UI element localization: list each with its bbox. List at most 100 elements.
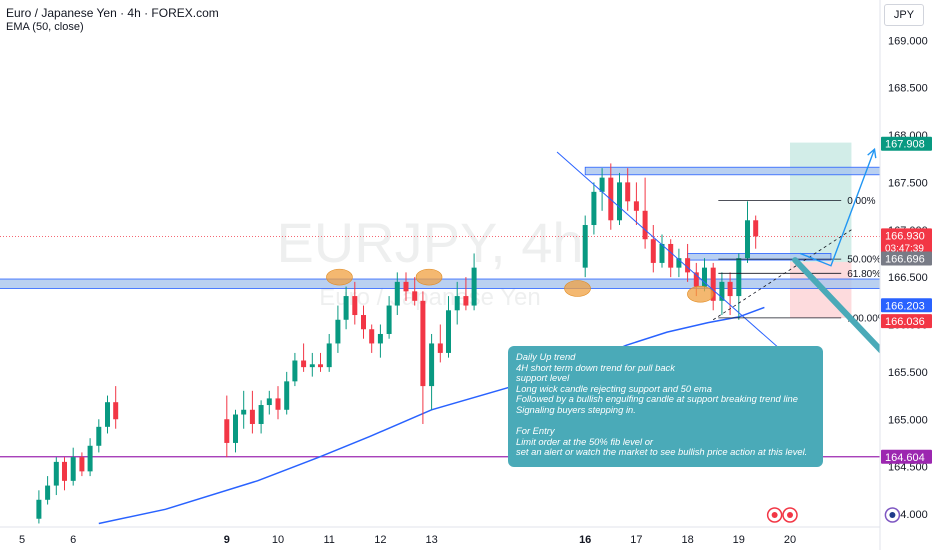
candle-body	[625, 182, 631, 202]
price-label-bg	[881, 251, 932, 266]
price-label-text: 166.203	[885, 300, 925, 312]
candle-body	[420, 300, 426, 387]
candle-body	[403, 281, 409, 292]
indicator-label[interactable]: EMA (50, close)	[6, 21, 84, 33]
annotation-line-7: For Entry	[516, 425, 555, 437]
candle-body	[45, 485, 51, 500]
x-tick-3: 10	[272, 534, 284, 546]
candle-body	[719, 281, 725, 301]
annotation-line-9: set an alert or watch the market to see …	[516, 446, 808, 458]
y-tick-1: 164.500	[888, 462, 928, 474]
candle-46	[633, 182, 639, 226]
candle-58	[736, 253, 742, 320]
x-tick-9: 18	[681, 534, 693, 546]
price-label-2: 166.696	[881, 251, 932, 266]
candle-7	[96, 419, 102, 453]
x-tick-8: 17	[630, 534, 642, 546]
candle-body	[275, 398, 281, 410]
candle-57	[727, 272, 733, 316]
candle-2	[53, 457, 59, 496]
candle-body	[70, 457, 76, 481]
countdown-text: 03:47:39	[885, 243, 924, 254]
candle-body	[412, 291, 418, 301]
candle-5	[79, 452, 85, 477]
price-label-4: 166.036	[881, 314, 932, 329]
y-tick-9: 168.500	[888, 83, 928, 95]
candle-body	[317, 364, 323, 368]
candle-body	[369, 329, 375, 344]
x-tick-7: 16	[579, 534, 591, 546]
event-icon-0[interactable]	[766, 507, 783, 523]
candle-body	[343, 296, 349, 320]
candle-28	[377, 324, 383, 358]
candle-15	[266, 390, 272, 415]
x-tick-11: 20	[784, 534, 796, 546]
candle-14	[258, 400, 264, 434]
candle-42	[599, 168, 605, 211]
candle-47	[642, 177, 648, 249]
candle-10	[224, 395, 230, 458]
price-label-text: 167.908	[885, 139, 925, 151]
candle-body	[668, 243, 674, 268]
candle-body	[309, 364, 315, 368]
candle-body	[87, 445, 93, 472]
candle-1	[45, 476, 51, 505]
candle-25	[352, 281, 358, 325]
candle-9	[113, 386, 119, 429]
candle-45	[625, 168, 631, 211]
annotation-pointer	[792, 257, 880, 354]
event-icon-2[interactable]	[884, 507, 901, 523]
price-label-0: 167.908	[881, 136, 932, 151]
candle-39	[471, 253, 477, 311]
candle-body	[437, 343, 443, 353]
projection-arrow	[799, 148, 876, 267]
price-label-text: 166.930	[885, 230, 925, 242]
currency-button[interactable]: JPY	[884, 4, 924, 26]
candle-body	[36, 499, 42, 519]
price-label-5: 164.604	[881, 449, 932, 464]
price-label-text: 166.036	[885, 316, 925, 328]
candle-body	[701, 267, 707, 287]
x-tick-2: 9	[224, 534, 230, 546]
x-tick-1: 6	[70, 534, 76, 546]
candle-38	[463, 277, 469, 311]
price-label-bg	[881, 136, 932, 151]
event-icon-1[interactable]	[782, 507, 798, 523]
candle-body	[659, 243, 665, 263]
candle-body	[284, 381, 290, 410]
candle-body	[301, 360, 307, 368]
annotation-line-6	[516, 416, 815, 427]
candle-body	[113, 402, 119, 420]
annotation-line-8: Limit order at the 50% fib level or	[516, 435, 654, 447]
candle-body	[736, 258, 742, 297]
candle-31	[403, 272, 409, 301]
candle-body	[454, 296, 460, 311]
y-tick-2: 165.000	[888, 414, 928, 426]
candle-body	[642, 210, 648, 240]
annotation-line-3: Long wick candle rejecting support and 5…	[516, 382, 712, 394]
candle-55	[710, 262, 716, 311]
highlight-oval-0	[326, 268, 353, 286]
candle-body	[335, 319, 341, 344]
candle-30	[394, 272, 400, 316]
candle-body	[582, 225, 588, 268]
candle-body	[463, 296, 469, 306]
candle-8	[105, 395, 111, 434]
projection-arrow-head	[867, 147, 877, 159]
annotation-line-0: Daily Up trend	[516, 351, 576, 362]
candle-body	[617, 182, 623, 221]
candle-body	[745, 220, 751, 259]
annotation-line-1: 4H short term down trend for pull back	[516, 361, 675, 373]
candle-body	[292, 360, 298, 382]
y-tick-7: 167.500	[888, 177, 928, 189]
candle-body	[352, 296, 358, 316]
x-tick-10: 19	[733, 534, 745, 546]
candle-body	[445, 310, 451, 353]
fib-label-0: 0.00%	[847, 196, 875, 207]
candle-34	[429, 333, 435, 410]
candle-body	[650, 239, 656, 263]
candle-41	[591, 182, 597, 235]
candle-body	[633, 201, 639, 211]
candle-body	[53, 461, 59, 486]
